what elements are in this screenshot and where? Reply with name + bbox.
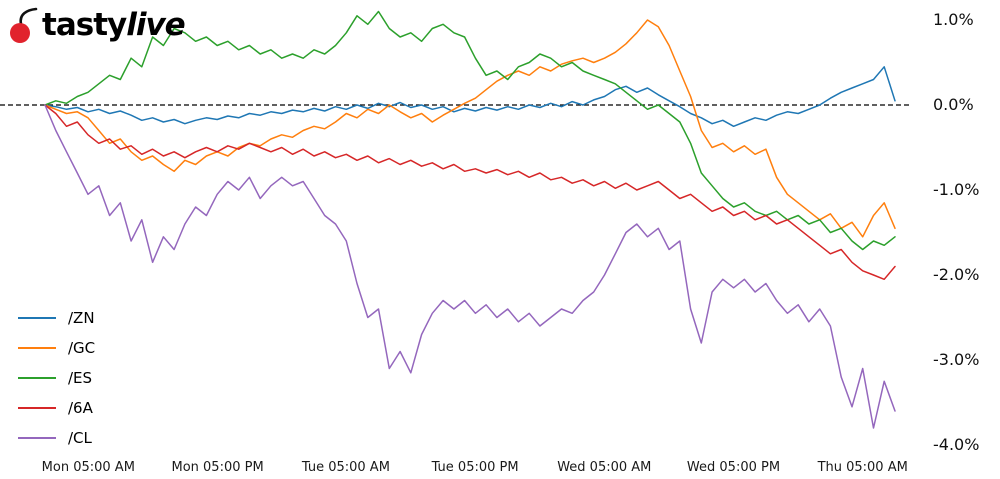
brand-word-regular: tasty <box>42 6 127 43</box>
legend-swatch-zn <box>18 317 56 319</box>
y-axis-tick-label: -1.0% <box>933 180 979 199</box>
legend-label-es: /ES <box>68 369 93 387</box>
legend-item-6a: /6A <box>18 393 95 423</box>
series-line-es <box>44 10 896 251</box>
y-axis-tick-label: -3.0% <box>933 350 979 369</box>
series-line-gc <box>44 19 896 238</box>
tastylive-logo: tasty live <box>8 6 186 44</box>
legend-swatch-6a <box>18 407 56 409</box>
y-axis-tick-label: 0.0% <box>933 95 974 114</box>
cherry-icon <box>10 7 38 43</box>
legend-swatch-es <box>18 377 56 379</box>
series-line-6a <box>44 104 896 281</box>
legend-label-zn: /ZN <box>68 309 95 327</box>
chart-legend: /ZN /GC /ES /6A /CL <box>18 303 95 453</box>
x-axis-tick-label: Tue 05:00 PM <box>431 460 519 475</box>
brand-word-italic: live <box>126 6 185 43</box>
y-axis-tick-label: -4.0% <box>933 435 979 454</box>
series-line-zn <box>44 66 896 128</box>
y-axis-tick-label: 1.0% <box>933 10 974 29</box>
legend-item-zn: /ZN <box>18 303 95 333</box>
brand-wordmark: tasty live <box>42 6 186 43</box>
legend-swatch-cl <box>18 437 56 439</box>
legend-label-cl: /CL <box>68 429 92 447</box>
legend-label-gc: /GC <box>68 339 96 357</box>
legend-item-cl: /CL <box>18 423 95 453</box>
x-axis-tick-label: Mon 05:00 PM <box>171 460 263 475</box>
legend-label-6a: /6A <box>68 399 93 417</box>
legend-item-es: /ES <box>18 363 95 393</box>
series-line-cl <box>44 104 896 429</box>
y-axis-tick-label: -2.0% <box>933 265 979 284</box>
x-axis-tick-label: Wed 05:00 AM <box>557 460 651 475</box>
legend-swatch-gc <box>18 347 56 349</box>
legend-item-gc: /GC <box>18 333 95 363</box>
x-axis-tick-label: Thu 05:00 AM <box>817 460 908 475</box>
x-axis-tick-label: Tue 05:00 AM <box>301 460 390 475</box>
x-axis-tick-label: Wed 05:00 PM <box>687 460 780 475</box>
x-axis-tick-label: Mon 05:00 AM <box>42 460 135 475</box>
